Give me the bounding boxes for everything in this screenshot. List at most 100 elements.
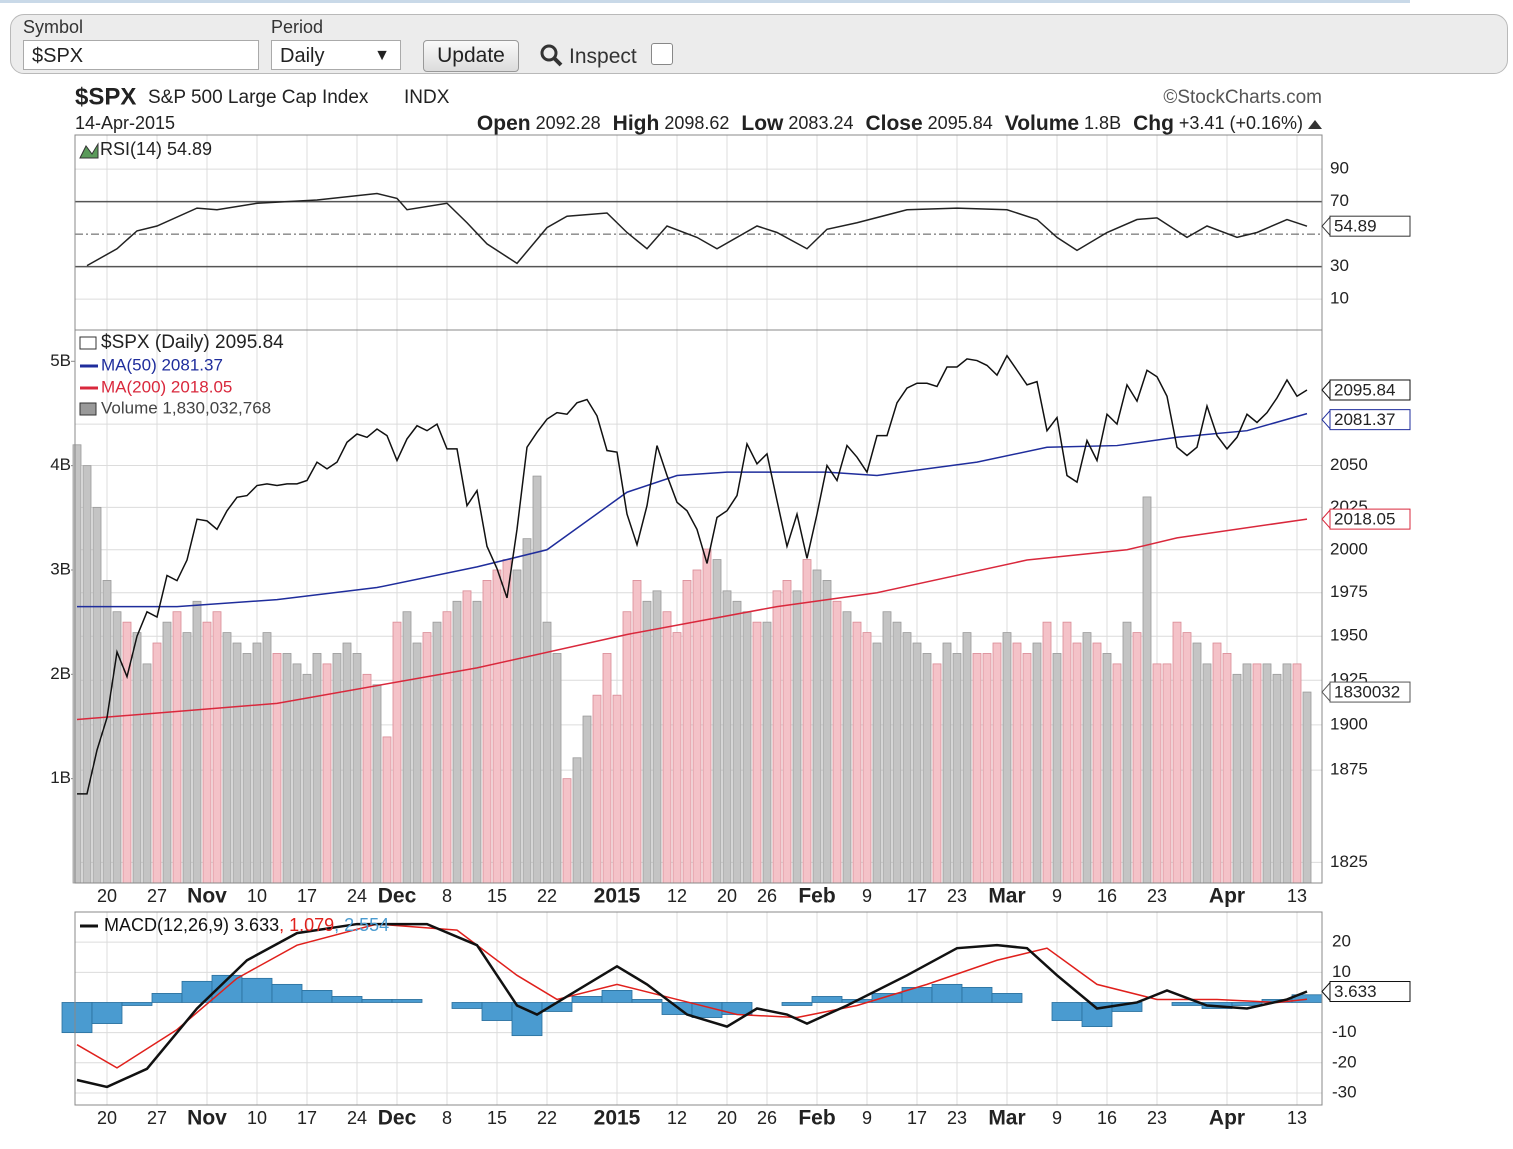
stat-value: 2095.84 [928,113,993,133]
inspect-label: Inspect [569,45,637,68]
top-border [0,0,1410,3]
inspect-checkbox[interactable] [651,43,673,65]
volume-bar [242,653,252,884]
x-tick-label: Mar [988,1107,1025,1130]
y-tick-label: -10 [1332,1022,1357,1041]
y-tick-label: 10 [1332,962,1351,981]
x-tick-label: 27 [147,886,167,906]
stat-value: 2092.28 [536,113,601,133]
histogram-bar [271,983,303,1003]
volume-bar [982,653,992,884]
volume-bar [702,548,712,884]
volume-bar [842,611,852,884]
volume-badge-pointer [1321,681,1331,703]
volume-bar [1202,663,1212,884]
toolbar: Symbol $SPX Period Daily ▼ Update Inspect [10,14,1508,74]
x-tick-label: 23 [947,1108,967,1128]
histogram-bar [451,1002,483,1009]
histogram-bar [481,1002,513,1021]
volume-bar [962,632,972,884]
stats: Open 2092.28 High 2098.62 Low 2083.24 Close 209… [477,112,1303,135]
symbol-label: Symbol [23,17,84,37]
ma200-line [76,518,1308,721]
volume-bar [1072,642,1082,884]
volume-bar [882,611,892,884]
volume-bar [102,580,112,884]
volume-bar [712,559,722,884]
x-tick-label: 12 [667,1108,687,1128]
stat-label: Close [865,112,922,135]
histogram-bar [391,999,423,1003]
volume-bar [1162,663,1172,884]
volume-bar [252,642,262,884]
histogram-bar [781,1002,813,1006]
volume-bar [742,611,752,884]
period-value: Daily [280,45,325,67]
histogram-bar [571,996,603,1003]
volume-bar [1192,642,1202,884]
volume-bar [92,506,102,884]
volume-bar [1282,663,1292,884]
panel-frame [74,329,1323,884]
stat-label: Volume [1005,112,1079,135]
legend-entry: MA(200) 2018.05 [101,377,232,396]
update-button[interactable]: Update [423,40,519,72]
volume-bar [472,600,482,884]
stat-label: Open [477,112,531,135]
rsi-line [86,192,1308,267]
volume-bar [722,590,732,884]
stat-value: 2098.62 [664,113,729,133]
x-tick-label: 9 [1052,1108,1062,1128]
volume-bar [822,580,832,884]
histogram-bar [511,1002,543,1037]
legend-entry: MACD(12,26,9) 3.633 [104,915,279,935]
volume-bar [1182,632,1192,884]
y2-tick-label: 5B [50,351,71,370]
stat-value: +3.41 (+0.16%) [1179,113,1303,133]
volume-bar [792,590,802,884]
x-tick-label: 9 [1052,886,1062,906]
symbol-name: S&P 500 Large Cap Index [148,87,369,108]
histogram-bar [1051,1002,1083,1021]
volume-bar [332,653,342,884]
ma50-badge-text: 2081.37 [1334,410,1395,429]
volume-bar [732,600,742,884]
stat-label: Low [741,112,784,135]
volume-bar [672,632,682,884]
volume-bar [1222,653,1232,884]
ma200-badge-pointer [1321,508,1331,530]
y-tick-label: 2050 [1330,455,1368,474]
macd-line [76,922,1308,1089]
period-select[interactable]: Daily ▼ [271,40,401,70]
x-tick-label: 13 [1287,1108,1307,1128]
volume-bar [442,611,452,884]
x-tick-label: 16 [1097,1108,1117,1128]
volume-bar [942,642,952,884]
x-tick-label: 27 [147,1108,167,1128]
volume-bar [1042,621,1052,884]
volume-bar [392,621,402,884]
volume-bar [992,642,1002,884]
volume-bar [352,653,362,884]
volume-bar [192,600,202,884]
legend-entry: MA(50) 2081.37 [101,355,223,374]
volume-bar [82,465,92,884]
volume-bar [1272,673,1282,884]
volume-bar [172,611,182,884]
volume-bar [542,621,552,884]
rsi-legend: RSI(14) 54.89 [100,139,212,159]
volume-bar [152,642,162,884]
stat-value: 1.8B [1084,113,1121,133]
volume-bar [312,653,322,884]
volume-bar [1262,663,1272,884]
legend-entry: $SPX (Daily) 2095.84 [101,332,284,353]
volume-bar [752,621,762,884]
y-tick-label: 30 [1330,256,1349,275]
volume-bar [502,559,512,884]
volume-bar [142,663,152,884]
volume-bar [72,444,82,884]
symbol-input[interactable]: $SPX [23,40,259,70]
volume-bar [1302,691,1312,884]
y-tick-label: 2000 [1330,539,1368,558]
